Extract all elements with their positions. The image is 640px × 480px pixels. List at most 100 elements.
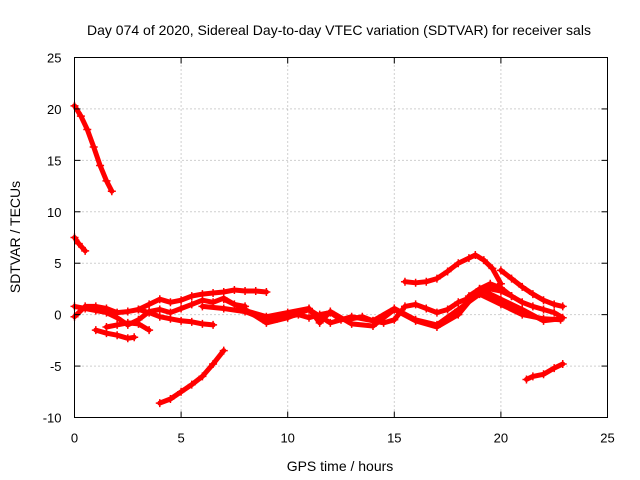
data-point [198, 319, 207, 328]
y-tick-label: 5 [54, 256, 61, 271]
data-point [400, 302, 409, 311]
series-arc-5 [91, 326, 139, 343]
series-line [466, 281, 566, 321]
data-point [326, 318, 335, 327]
data-point [198, 372, 207, 381]
x-axis-label: GPS time / hours [287, 458, 394, 474]
data-point [390, 315, 399, 324]
data-point [558, 313, 567, 322]
data-point [187, 292, 196, 301]
data-point [177, 316, 186, 325]
data-point [539, 305, 548, 314]
y-tick-label: 20 [47, 102, 61, 117]
series-arc-15 [522, 360, 567, 384]
data-point [155, 399, 164, 408]
series-arc-7 [134, 305, 218, 329]
data-point [432, 322, 441, 331]
data-point [155, 295, 164, 304]
data-point [76, 112, 85, 121]
data-point [283, 308, 292, 317]
data-point [528, 290, 537, 299]
data-point [558, 302, 567, 311]
x-tick-label: 10 [280, 431, 294, 446]
tick-layer: 0 5 10 15 20 25 -10 -5 0 5 10 15 20 25 [43, 51, 615, 446]
data-point [102, 308, 111, 317]
data-point [91, 326, 100, 335]
data-point [198, 302, 207, 311]
data-point [219, 346, 228, 355]
data-point [518, 298, 527, 307]
data-point [177, 304, 186, 313]
data-point [315, 318, 324, 327]
data-point [443, 305, 452, 314]
data-point [145, 326, 154, 335]
data-point [432, 308, 441, 317]
data-point [550, 308, 559, 317]
data-point [422, 277, 431, 286]
data-point [107, 187, 116, 196]
series-arc-1 [70, 101, 116, 196]
data-point [496, 283, 505, 292]
data-point [518, 305, 527, 314]
data-point [219, 304, 228, 313]
data-point [166, 298, 175, 307]
y-tick-label: -10 [43, 411, 62, 426]
data-point [262, 288, 271, 297]
data-point [123, 307, 132, 316]
series-arc-8 [155, 346, 228, 408]
data-point [91, 306, 100, 315]
data-point [187, 300, 196, 309]
series-arc-13 [496, 266, 567, 311]
data-point [454, 310, 463, 319]
data-point [262, 312, 271, 321]
data-point [479, 256, 488, 265]
series-line [402, 252, 504, 287]
data-point [209, 289, 218, 298]
data-point [518, 282, 527, 291]
series-line [157, 348, 227, 406]
data-point [123, 318, 132, 327]
data-point [347, 312, 356, 321]
data-point [400, 277, 409, 286]
data-point [209, 360, 218, 369]
data-point [550, 364, 559, 373]
x-tick-label: 25 [600, 431, 614, 446]
data-point [496, 266, 505, 275]
data-point [528, 372, 537, 381]
data-point [134, 305, 143, 314]
data-point [471, 250, 480, 259]
data-point [488, 264, 497, 273]
data-point [464, 292, 473, 301]
y-tick-label: 10 [47, 205, 61, 220]
data-point [74, 239, 83, 248]
data-point [145, 300, 154, 309]
grid-layer [74, 57, 608, 418]
data-point [411, 278, 420, 287]
x-tick-label: 0 [71, 431, 78, 446]
y-tick-label: 0 [54, 308, 61, 323]
data-layer [70, 101, 567, 408]
series-arc-2 [70, 233, 90, 255]
data-point [558, 360, 567, 369]
data-point [130, 333, 139, 342]
data-point [326, 307, 335, 316]
data-point [507, 274, 516, 283]
data-point [145, 308, 154, 317]
data-point [155, 305, 164, 314]
data-point [411, 316, 420, 325]
series-arc-4 [70, 294, 250, 329]
series-arc-14 [464, 279, 567, 322]
data-point [251, 286, 260, 295]
series-arc-6 [102, 318, 154, 335]
data-point [347, 319, 356, 328]
data-point [496, 295, 505, 304]
data-point [134, 319, 143, 328]
data-point [209, 320, 218, 329]
data-point [454, 298, 463, 307]
data-point [177, 296, 186, 305]
x-tick-label: 15 [387, 431, 401, 446]
data-point [305, 304, 314, 313]
data-point [177, 387, 186, 396]
data-point [81, 304, 90, 313]
